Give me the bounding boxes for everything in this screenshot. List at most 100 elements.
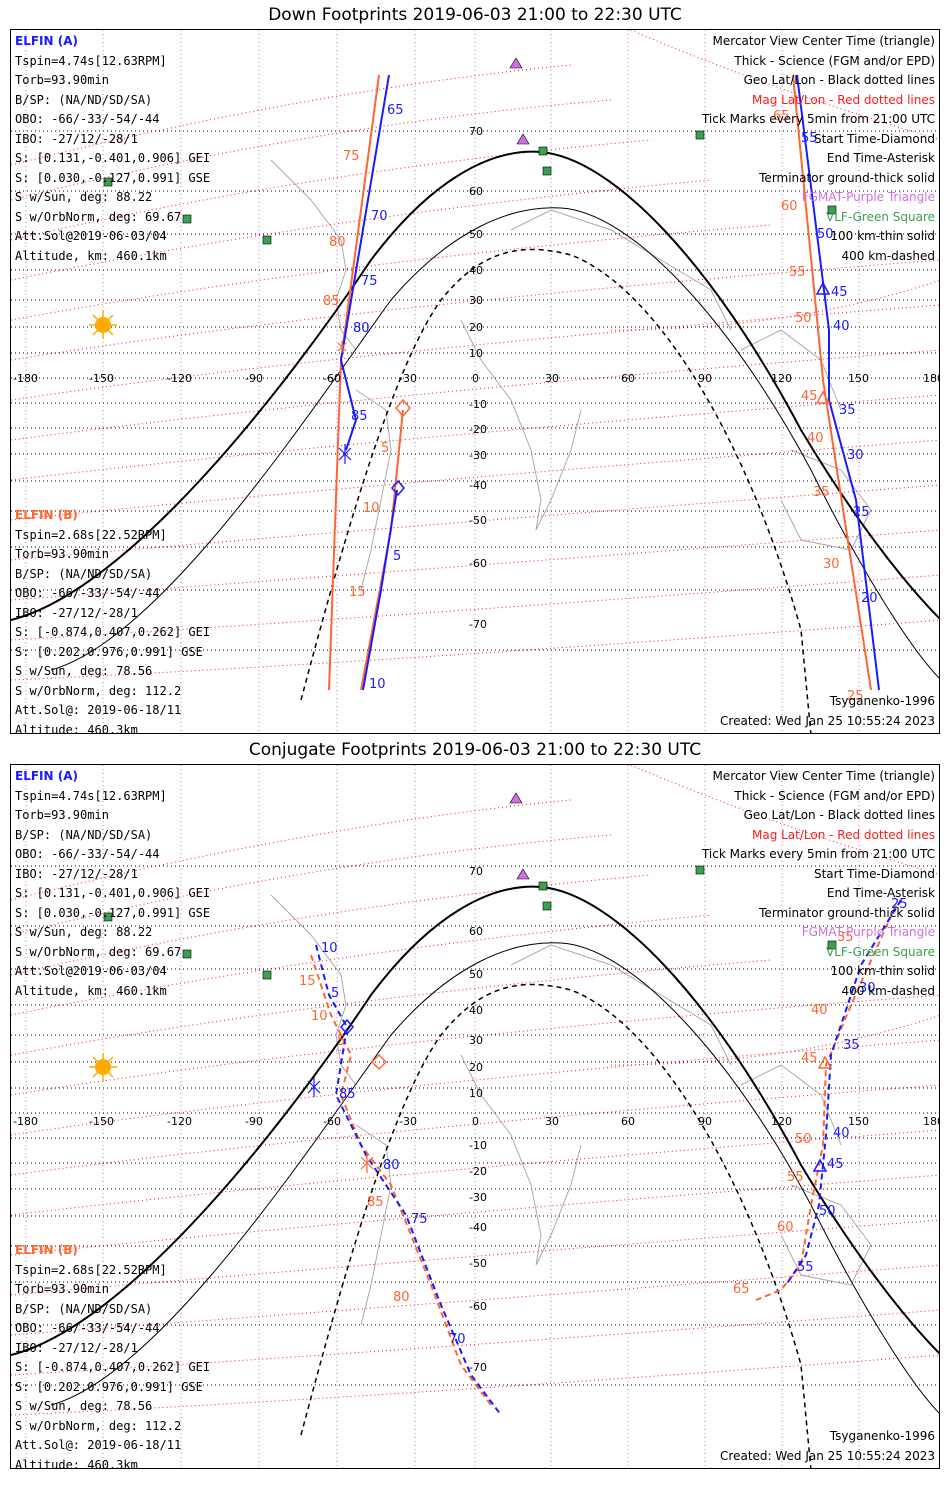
legend-fgmat: FGMAT-Purple Triangle — [801, 190, 935, 204]
elfin-b-line: S: [0.202,0.976,0.991] GSE — [15, 644, 203, 659]
track-labels: 10 5 85 80 75 70 15 10 5 85 80 25 30 35 … — [299, 897, 908, 1347]
elfin-a-line: S: [0.030,-0.127,0.991] GSE — [15, 170, 211, 185]
elfin-a-line: OBO: -66/-33/-54/-44 — [15, 112, 160, 126]
elfin-a-line: S w/OrbNorm, deg: 69.67 — [15, 209, 182, 224]
legend-mag: Mag Lat/Lon - Red dotted lines — [751, 827, 935, 842]
lat-tick: 60 — [469, 185, 483, 198]
label-b-west: 15 — [349, 585, 366, 600]
lon-tick: 30 — [545, 372, 559, 385]
elfin-b-line: OBO: -66/-33/-54/-44 — [15, 586, 160, 600]
coastlines — [270, 894, 872, 1326]
legend-terminator: Terminator ground-thick solid — [759, 170, 935, 185]
lat-tick: -10 — [469, 398, 487, 411]
elfin-a-line: OBO: -66/-33/-54/-44 — [15, 847, 160, 861]
lat-tick: -40 — [469, 479, 487, 492]
elfin-a-line: S: [0.030,-0.127,0.991] GSE — [15, 905, 211, 920]
label-b-east: 65 — [773, 109, 790, 124]
label-b-east: 60 — [781, 199, 798, 214]
lat-tick: -30 — [469, 449, 487, 462]
label-b-east: 60 — [777, 1220, 794, 1235]
label-a-west: 85 — [351, 409, 368, 424]
model-name: Tsyganenko-1996 — [829, 1429, 935, 1443]
lat-tick: -60 — [469, 557, 487, 570]
label-b-east: 50 — [795, 1132, 812, 1147]
elfin-a-line: Att.Sol@2019-06-03/04 — [15, 229, 167, 243]
lon-tick: 30 — [545, 1115, 559, 1128]
label-a-east: 45 — [827, 1157, 844, 1172]
lon-tick: -90 — [245, 372, 263, 385]
lon-tick: -60 — [323, 1115, 341, 1128]
elfin-b-header: ELFIN (B) — [15, 1243, 78, 1257]
lon-tick: 0 — [472, 372, 479, 385]
elfin-a-line: Torb=93.90min — [15, 808, 109, 822]
lon-tick: -180 — [13, 1115, 38, 1128]
label-a-east: 35 — [839, 403, 856, 418]
label-b-west: 15 — [299, 974, 316, 989]
label-a-west: 75 — [411, 1212, 428, 1227]
label-b-east: 35 — [813, 485, 830, 500]
model-name: Tsyganenko-1996 — [829, 694, 935, 708]
elfin-a-info: ELFIN (A) Tspin=4.74s[12.63RPM] Torb=93.… — [15, 32, 210, 266]
lon-tick: -150 — [89, 372, 114, 385]
lat-tick: 40 — [469, 1004, 483, 1017]
elfin-a-line: S: [0.131,-0.401,0.906] GEI — [15, 886, 211, 900]
fgmat-markers — [509, 792, 530, 880]
legend-fgmat: FGMAT-Purple Triangle — [801, 925, 935, 939]
elfin-a-line: S w/Sun, deg: 88.22 — [15, 925, 153, 939]
elfin-b-line: Altitude: 460.3km — [15, 722, 138, 734]
lat-tick: -50 — [469, 1257, 487, 1270]
mag-grid — [11, 30, 939, 681]
label-b-east: 25 — [847, 689, 864, 704]
elfin-a-line: IBO: -27/12/-28/1 — [15, 131, 138, 146]
lon-tick: 90 — [698, 372, 712, 385]
elfin-b-line: S: [-0.874,0.407,0.262] GEI — [15, 1360, 211, 1374]
label-a-west: 10 — [321, 941, 338, 956]
legend-thick: Thick - Science (FGM and/or EPD) — [734, 53, 935, 68]
lon-tick: 150 — [848, 1115, 869, 1128]
lat-tick: -10 — [469, 1139, 487, 1152]
label-a-west: 5 — [331, 986, 339, 1001]
axis-labels: -180 -150 -120 -90 -60 -30 0 30 60 90 12… — [13, 125, 939, 631]
label-a-west: 70 — [449, 1332, 466, 1347]
label-b-west: 10 — [363, 501, 380, 516]
label-a-west: 80 — [383, 1158, 400, 1173]
legend-start: Start Time-Diamond — [813, 131, 935, 146]
elfin-b-info: ELFIN (B) Tspin=2.68s[22.52RPM] Torb=93.… — [15, 506, 210, 734]
lon-tick: -30 — [399, 372, 417, 385]
label-a-west: 85 — [339, 1087, 356, 1102]
elfin-b-line: S: [0.202,0.976,0.991] GSE — [15, 1379, 203, 1394]
lon-tick: -180 — [13, 372, 38, 385]
lat-tick: 40 — [469, 264, 483, 277]
elfin-b-line: S w/Sun, deg: 78.56 — [15, 1399, 153, 1413]
lon-tick: -90 — [245, 1115, 263, 1128]
lon-tick: -30 — [399, 1115, 417, 1128]
map-svg-conjugate: 10 5 85 80 75 70 15 10 5 85 80 25 30 35 … — [11, 765, 939, 1468]
legend-vlf: VLF-Green Square — [826, 209, 935, 224]
sun-icon — [89, 1053, 117, 1081]
lon-tick: 0 — [472, 1115, 479, 1128]
elfin-b-line: S w/OrbNorm, deg: 112.2 — [15, 683, 182, 698]
lon-tick: -150 — [89, 1115, 114, 1128]
lat-tick: -20 — [469, 423, 487, 436]
conjugate-east-tracks — [755, 899, 902, 1301]
label-a-east: 30 — [859, 981, 876, 996]
elfin-a-line: Tspin=4.74s[12.63RPM] — [15, 53, 167, 68]
geo-parallels — [11, 130, 939, 651]
legend-geo: Geo Lat/Lon - Black dotted lines — [743, 73, 935, 87]
lat-tick: -30 — [469, 1191, 487, 1204]
legend-mercator: Mercator View Center Time (triangle) — [712, 34, 935, 48]
elfin-a-line: S w/OrbNorm, deg: 69.67 — [15, 944, 182, 959]
label-b-west: 80 — [329, 235, 346, 250]
label-a-east: 25 — [853, 505, 870, 520]
lon-tick: -60 — [323, 372, 341, 385]
lon-tick: 60 — [621, 372, 635, 385]
elfin-b-line: Torb=93.90min — [15, 547, 109, 561]
label-a-west: 80 — [353, 321, 370, 336]
label-a-east: 40 — [833, 1126, 850, 1141]
elfin-a-line: Tspin=4.74s[12.63RPM] — [15, 788, 167, 803]
legend: Mercator View Center Time (triangle) Thi… — [702, 767, 935, 1001]
created-timestamp: Created: Wed Jan 25 10:55:24 2023 — [720, 713, 935, 728]
label-a-west: 5 — [393, 549, 401, 564]
elfin-a-line: Altitude, km: 460.1km — [15, 983, 167, 998]
label-b-west: 10 — [311, 1009, 328, 1024]
